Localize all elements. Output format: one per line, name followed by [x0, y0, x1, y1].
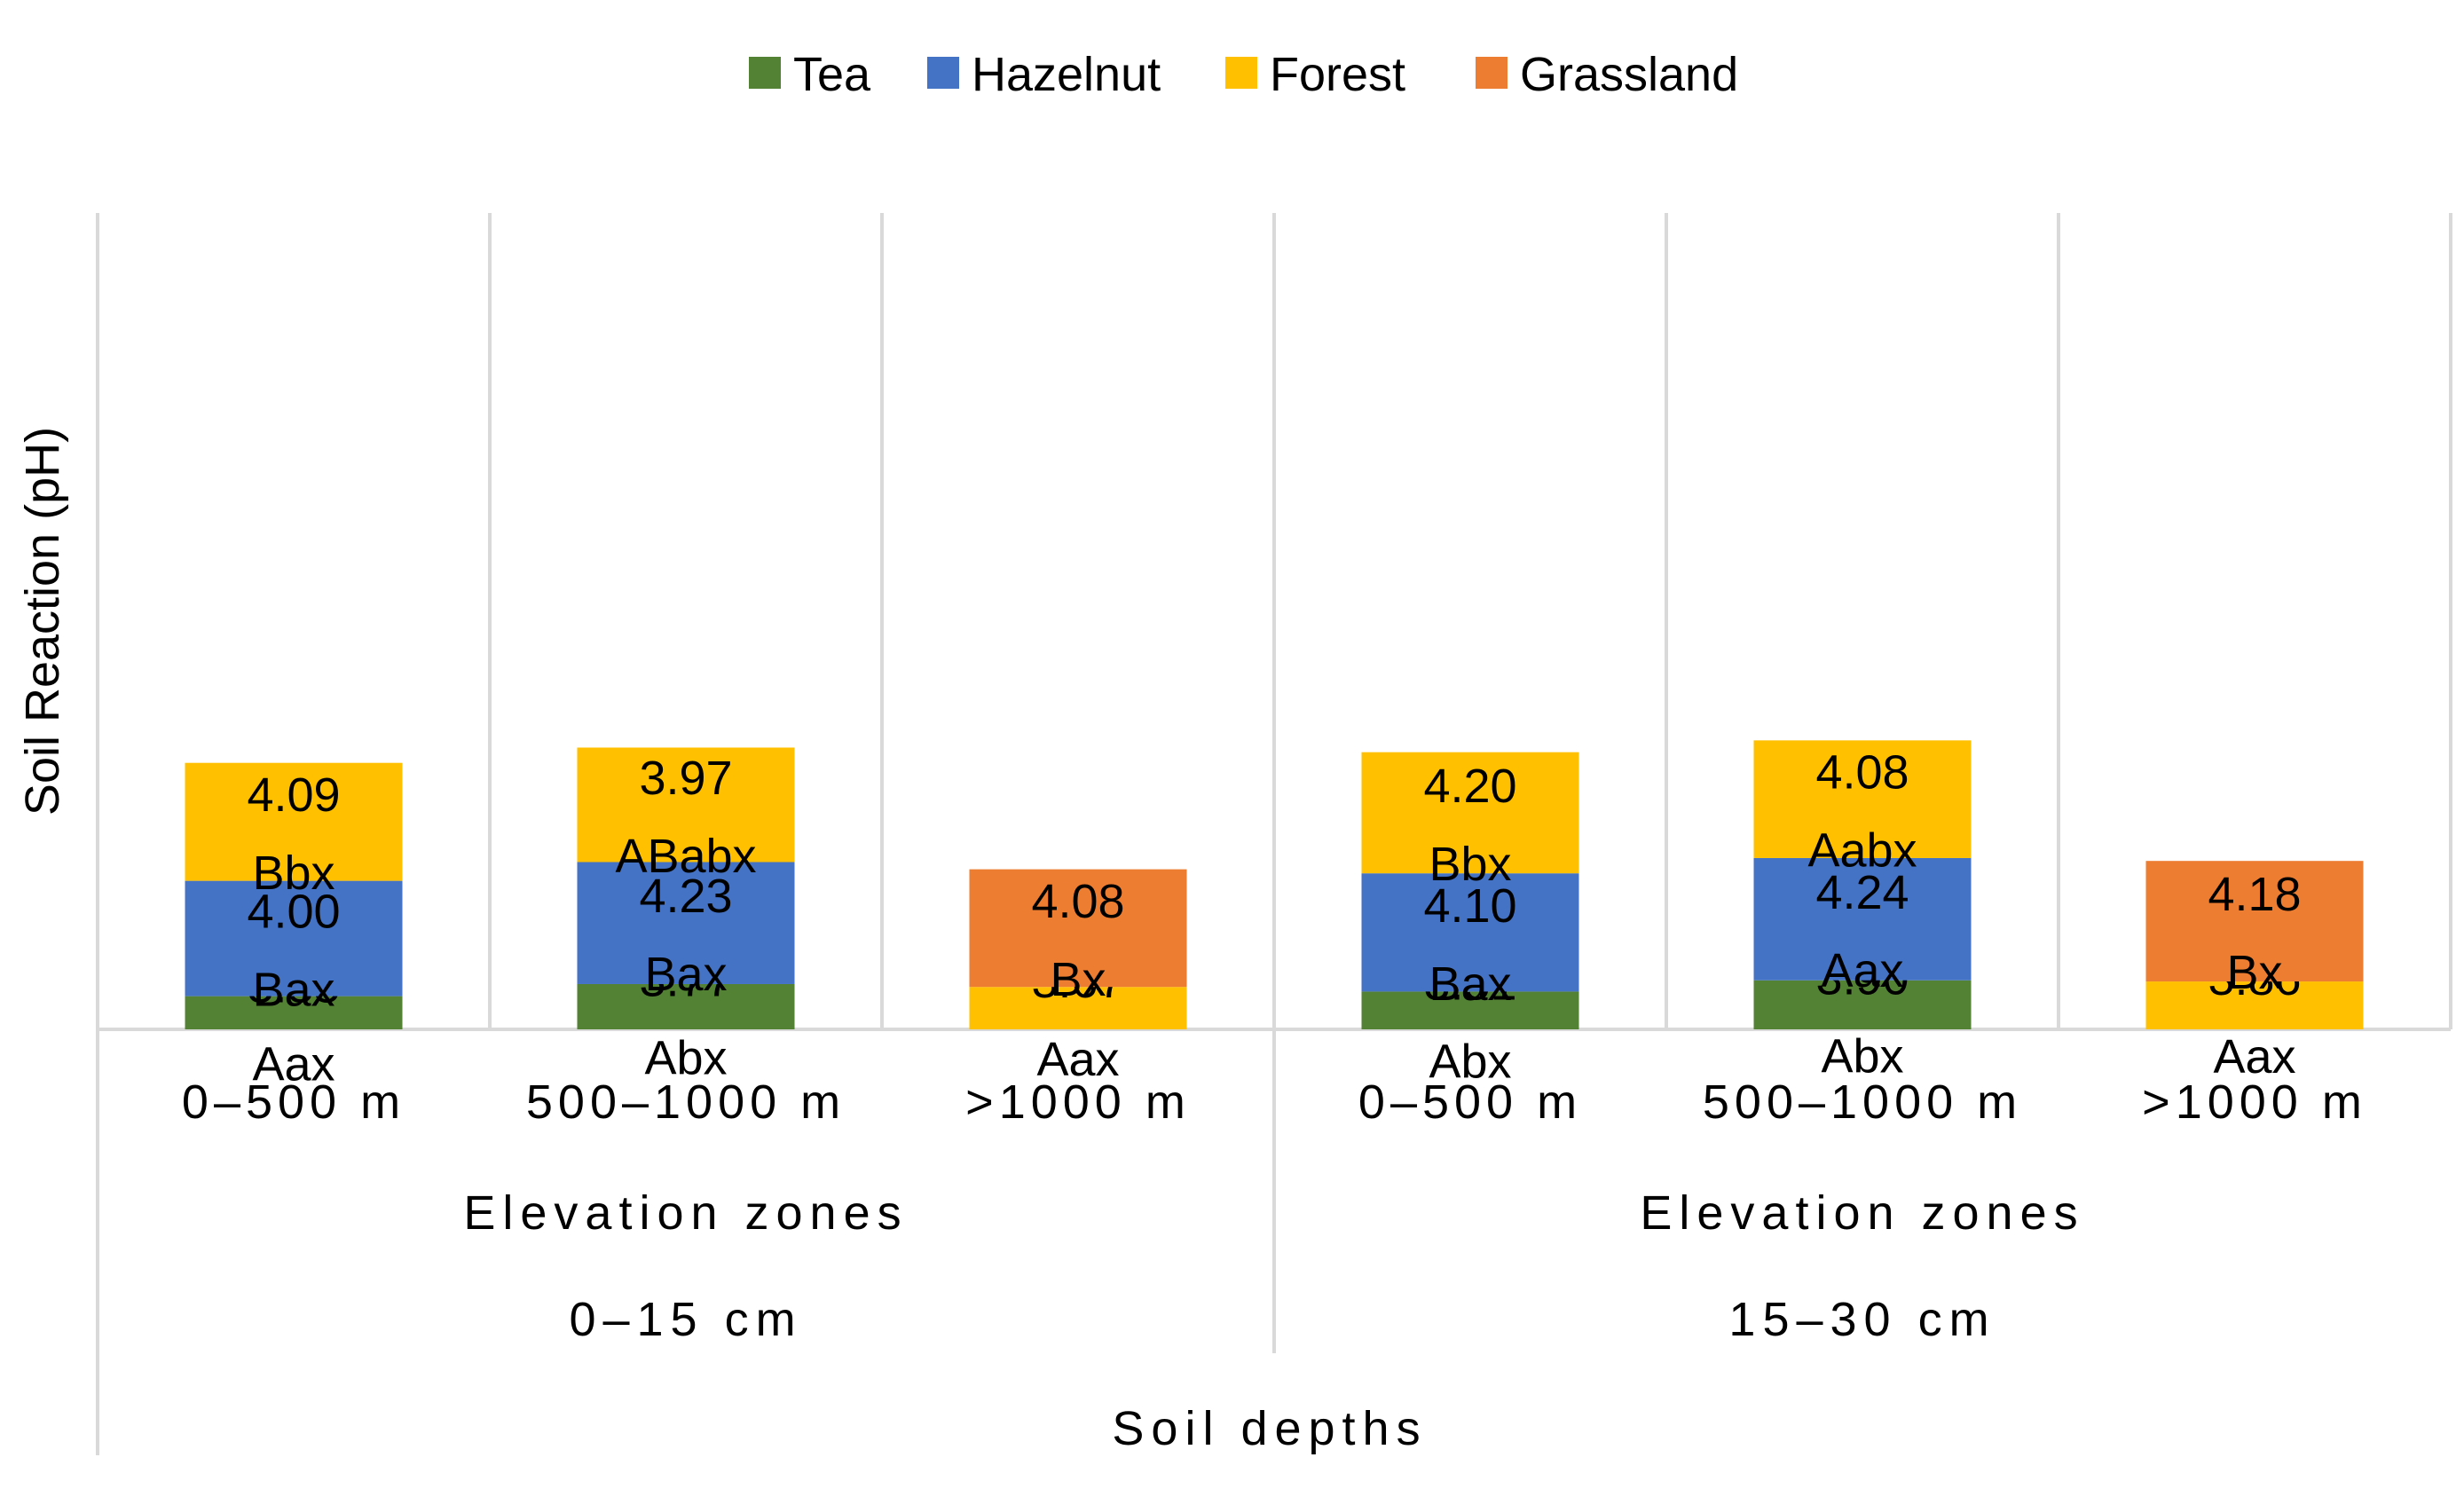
data-label-letters: Abx	[1821, 1029, 1903, 1083]
bar-segment-tea	[577, 983, 795, 1029]
y-axis-label: Soil Reaction (pH)	[16, 427, 69, 815]
legend-label: Grassland	[1520, 48, 1738, 101]
data-label-letters: Aax	[2213, 1030, 2295, 1083]
data-label-value: 4.09	[247, 768, 340, 822]
data-label-value: 4.23	[639, 870, 732, 923]
bar-segment-forest	[1361, 752, 1579, 874]
data-label-letters: Bax	[1429, 957, 1511, 1011]
bars: 3.35Aax4.00Bax4.09Bbx3.77Abx4.23Bax3.97A…	[185, 740, 2364, 1091]
data-label-letters: ABabx	[615, 830, 756, 883]
data-label-value: 4.08	[1031, 875, 1124, 928]
data-label-value: 4.10	[1423, 879, 1516, 933]
legend-item-grassland: Grassland	[1476, 48, 1738, 101]
bar-segment-hazelnut	[1361, 873, 1579, 992]
legend-swatch-hazelnut	[927, 57, 959, 89]
data-label-letters: Aax	[1821, 944, 1903, 997]
depth-label: 0–15 cm	[569, 1293, 802, 1346]
legend-item-tea: Tea	[749, 48, 871, 101]
data-label-value: 4.24	[1815, 866, 1909, 919]
data-label-letters: Bax	[644, 948, 727, 1001]
legend-label: Hazelnut	[972, 48, 1161, 101]
bar-segment-forest	[969, 987, 1187, 1029]
data-label-letters: Bbx	[1429, 838, 1511, 891]
data-label-letters: Aax	[1036, 1033, 1119, 1086]
x-tick-label: 500–1000 m	[1703, 1075, 2022, 1129]
data-label-letters: Bx	[2226, 946, 2282, 999]
data-label-letters: Abx	[1429, 1036, 1511, 1089]
bar-segment-hazelnut	[185, 880, 403, 997]
x-tick-label: >1000 m	[2142, 1075, 2367, 1129]
bar-segment-hazelnut	[1753, 857, 1972, 981]
bar-segment-tea	[185, 996, 403, 1029]
bar-segment-grassland	[969, 869, 1187, 988]
data-label-value: 4.20	[1423, 760, 1516, 813]
x-tick-label: 0–500 m	[1358, 1075, 1582, 1129]
bar-segment-tea	[1753, 980, 1972, 1029]
data-label-letters: Bx	[1050, 953, 1106, 1006]
legend-swatch-forest	[1225, 57, 1257, 89]
legend-label: Tea	[793, 48, 871, 101]
legend-item-hazelnut: Hazelnut	[927, 48, 1161, 101]
chart-frame	[96, 213, 2452, 1455]
data-label-value: 4.18	[2208, 868, 2301, 921]
zone-title: Elevation zones	[463, 1186, 908, 1240]
bar-segment-tea	[1361, 991, 1579, 1029]
x-axis-labels: 0–500 m 500–1000 m >1000 m Elevation zones 0…	[182, 1075, 2367, 1346]
bar-segment-grassland	[2145, 861, 2364, 982]
legend-item-forest: Forest	[1225, 48, 1405, 101]
bar-segment-forest	[577, 747, 795, 863]
data-label-letters: Aax	[252, 1037, 335, 1091]
bar-segment-forest	[185, 762, 403, 881]
legend-swatch-grassland	[1476, 57, 1508, 89]
legend: Tea Hazelnut Forest Grassland	[749, 48, 1738, 101]
x-axis-title: Soil depths	[1112, 1402, 1427, 1455]
depth-label: 15–30 cm	[1728, 1293, 1996, 1346]
x-tick-label: 0–500 m	[182, 1075, 405, 1129]
data-label-letters: Bbx	[252, 847, 335, 900]
data-label-letters: Abx	[644, 1031, 727, 1084]
legend-swatch-tea	[749, 57, 781, 89]
data-label-letters: Bax	[252, 964, 335, 1017]
bar-segment-hazelnut	[577, 862, 795, 984]
zone-title: Elevation zones	[1640, 1186, 2084, 1240]
bar-segment-forest	[1753, 740, 1972, 858]
data-label-letters: Aabx	[1807, 824, 1917, 878]
data-label-value: 4.08	[1815, 746, 1909, 800]
data-label-value: 3.97	[639, 752, 732, 805]
bar-segment-forest	[2145, 981, 2364, 1029]
legend-label: Forest	[1270, 48, 1405, 101]
x-tick-label: >1000 m	[965, 1075, 1191, 1129]
x-tick-label: 500–1000 m	[526, 1075, 846, 1129]
data-label-value: 4.00	[247, 886, 340, 939]
